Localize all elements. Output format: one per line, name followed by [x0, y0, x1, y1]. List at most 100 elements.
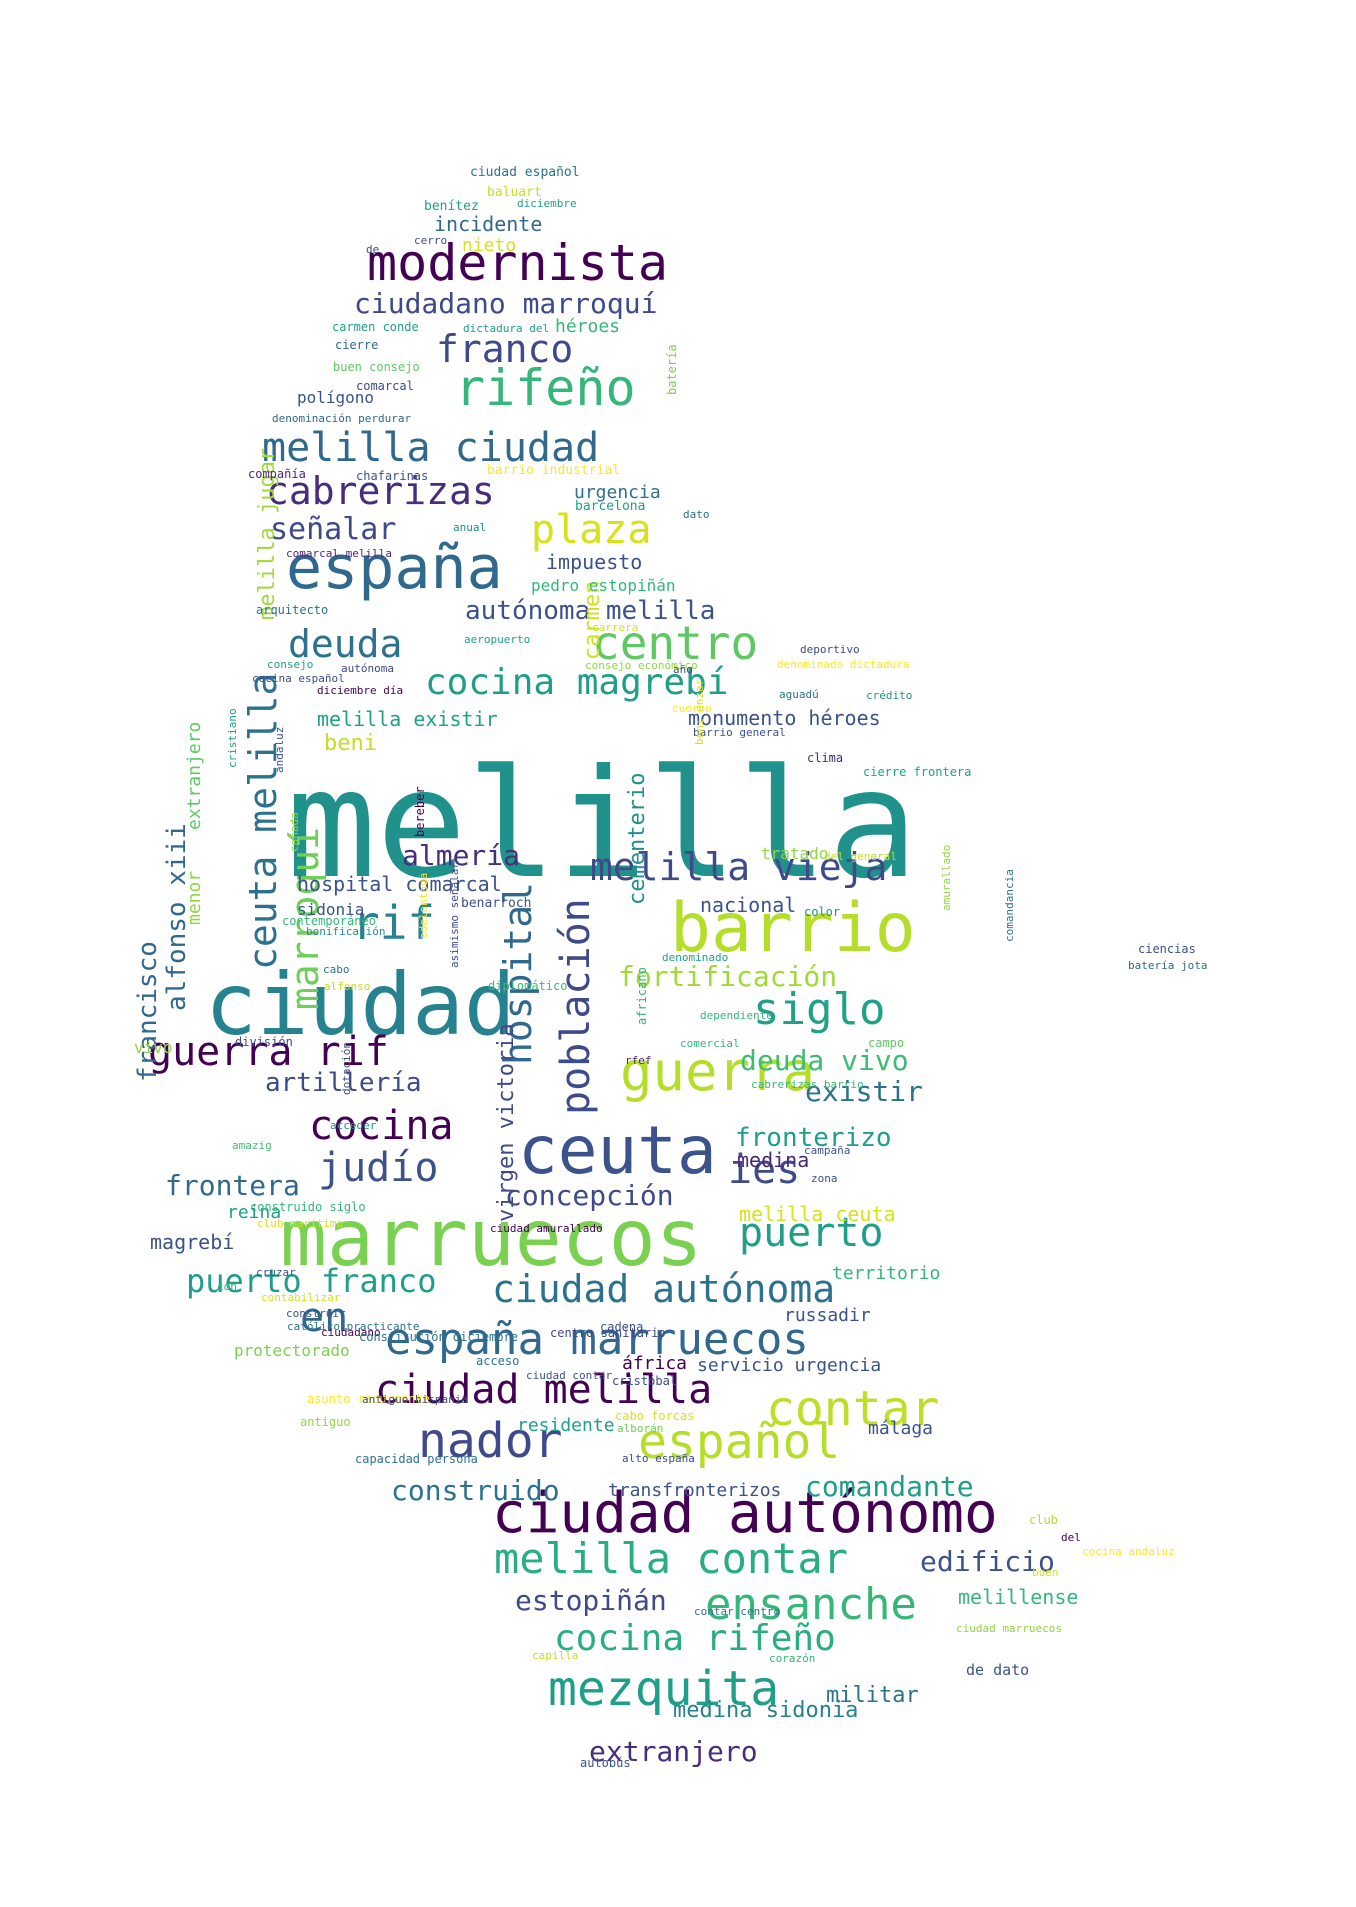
word-campo: campo — [868, 1036, 905, 1050]
word-catolico-practicante: católico practicante — [287, 1320, 420, 1333]
word-capacidad-persona: capacidad persona — [355, 1452, 478, 1466]
word-ciudad-contar: ciudad contar — [526, 1369, 613, 1382]
word-poblacion: población — [553, 898, 599, 1115]
word-compania: compañía — [248, 467, 306, 481]
word-comercial: comercial — [680, 1037, 740, 1050]
word-francisco: francisco — [133, 941, 163, 1082]
word-magrebi: magrebí — [150, 1230, 235, 1254]
word-anual: anual — [453, 521, 487, 534]
word-barcelona: barcelona — [575, 499, 646, 514]
word-bateria-jota: batería jota — [1128, 959, 1208, 972]
word-melilla: melilla — [286, 738, 919, 912]
word-antiguo-hispania: antiguo hispania — [362, 1393, 468, 1406]
word-contemporaneo: contemporáneo — [282, 914, 376, 928]
word-cabrerizas-barrio: cabrerizas barrio — [751, 1078, 864, 1091]
word-servicio-urgencia: servicio urgencia — [697, 1355, 882, 1376]
word-reina: reina — [227, 1202, 282, 1223]
word-artilleria: artillería — [265, 1068, 422, 1098]
word-buen-consejo: buen consejo — [333, 360, 420, 374]
word-diciembre: diciembre — [517, 197, 577, 210]
word-asimismo-senalar: asimismo señalar — [448, 862, 461, 968]
word-comarcal: comarcal — [356, 379, 414, 393]
word-centro-sanitario: centro sanitario — [550, 1326, 666, 1340]
word-barrio-industrial: barrio industrial — [487, 463, 621, 478]
word-beni: beni — [324, 731, 377, 756]
word-ciudadano: ciudadano — [321, 1326, 381, 1339]
word-zona: zona — [811, 1172, 838, 1185]
word-espana: españa — [286, 533, 503, 603]
word-incidente: incidente — [434, 212, 543, 236]
word-ciudad-autonoma: ciudad autónoma — [492, 1267, 836, 1311]
word-centro: centro — [592, 616, 759, 670]
word-nacional: nacional — [700, 893, 797, 917]
word-bereber: bereber — [413, 786, 427, 837]
word-urgencia: urgencia — [574, 482, 661, 503]
word-malaga: málaga — [868, 1418, 934, 1439]
word-guerra: guerra — [620, 1040, 816, 1103]
word-africano: africano — [635, 967, 649, 1025]
word-monumento-heroes: monumento héroes — [688, 706, 881, 730]
word-de-dato: de dato — [966, 1661, 1030, 1679]
word-ceuta-melilla: ceuta melilla — [241, 672, 285, 970]
word-cuerpo: cuerpo — [672, 702, 712, 715]
word-comandante: comandante — [805, 1470, 974, 1503]
word-edificio: edificio — [920, 1545, 1055, 1578]
word-denominacion-perdurar: denominación perdurar — [272, 412, 412, 425]
word-modernista: modernista — [367, 234, 669, 292]
word-puerto: puerto — [739, 1210, 884, 1256]
word-dotacion: dotación — [340, 1042, 353, 1095]
word-melilla-vieja: melilla vieja — [590, 845, 888, 889]
word-nieto: nieto — [462, 235, 517, 256]
word-cierre: cierre — [335, 338, 379, 352]
word-club: club — [1029, 1513, 1058, 1527]
word-baluart: baluart — [487, 185, 542, 200]
word-aeropuerto: aeropuerto — [464, 633, 531, 646]
word-russadir: russadir — [784, 1305, 871, 1326]
word-barrio: barrio — [670, 889, 916, 968]
word-melillense: melillense — [958, 1585, 1079, 1609]
word-construido: construido — [391, 1474, 560, 1507]
word-hospital-comarcal: hospital comarcal — [297, 872, 502, 896]
word-alfonso: alfonso — [324, 980, 371, 993]
word-denominado: denominado — [662, 951, 729, 964]
word-extranjero: extranjero — [184, 721, 205, 830]
word-credito: crédito — [866, 689, 913, 702]
word-tratado: tratado — [761, 844, 829, 863]
word-division: división — [235, 1035, 293, 1049]
word-ciudad-marruecos: ciudad marruecos — [956, 1622, 1062, 1635]
word-club-maritimo: club marítimo — [257, 1217, 344, 1230]
word-acceso: acceso — [476, 1354, 520, 1368]
word-alboran: alborán — [617, 1422, 664, 1435]
word-cabo: cabo — [323, 963, 350, 976]
word-corazon: corazón — [769, 1652, 816, 1665]
word-amurallado: amurallado — [940, 844, 953, 911]
word-melilla-ceuta: melilla ceuta — [739, 1202, 896, 1226]
word-constitucion-diciembre: constitución diciembre — [359, 1330, 518, 1344]
word-cruzar: cruzar — [256, 1266, 296, 1279]
word-barrio-general: barrio general — [693, 726, 786, 739]
word-ciencias: ciencias — [1138, 942, 1196, 956]
word-antiguo: antiguo — [300, 1415, 351, 1429]
word-del-general: del general — [824, 850, 897, 863]
word-espanol: español — [638, 1414, 841, 1470]
word-nador: nador — [418, 1413, 563, 1469]
word-espana-marruecos: españa marruecos — [385, 1314, 809, 1365]
word-autonoma: autónoma — [341, 662, 394, 675]
word-melilla-ciudad: melilla ciudad — [262, 425, 600, 471]
word-cocina-andaluz: cocina andaluz — [1082, 1545, 1175, 1558]
word-deuda-vivo: deuda vivo — [740, 1044, 909, 1077]
word-benarroch: benarroch — [461, 896, 532, 911]
word-ciudadano-marroqui: ciudadano marroquí — [354, 287, 658, 320]
word-construir: construir — [286, 1307, 346, 1320]
word-rfef: rfef — [625, 1054, 652, 1067]
word-buen: buen — [1032, 1566, 1059, 1579]
word-guerra-rif: guerra rif — [148, 1029, 389, 1075]
word-almeria: almería — [402, 839, 521, 872]
word-dictadura-del: dictadura del — [463, 322, 550, 335]
word-en: en — [300, 1295, 349, 1341]
word-franco: franco — [436, 327, 574, 371]
word-menor: menor — [184, 870, 205, 925]
word-arquitecto: arquitecto — [256, 603, 329, 617]
word-territorio: territorio — [832, 1263, 941, 1284]
